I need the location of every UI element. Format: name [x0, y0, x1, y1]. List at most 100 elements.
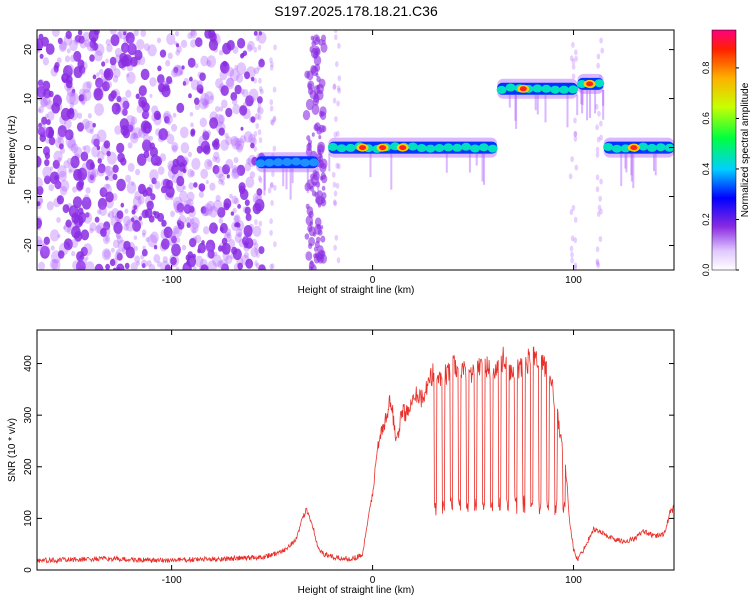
- noise-blob: [71, 225, 81, 239]
- noise-blob: [38, 122, 42, 128]
- noise-blob: [76, 260, 86, 270]
- noise-blob: [170, 256, 177, 266]
- noise-blob: [127, 142, 133, 149]
- spectrogram-y-tick-label: 10: [23, 93, 34, 105]
- noise-blob: [45, 138, 50, 144]
- noise-blob: [85, 256, 89, 261]
- colorbar-ticks: 0.0 0.2 0.4 0.6 0.8: [701, 62, 739, 276]
- noise-blob: [105, 237, 109, 242]
- streak-blob: [269, 229, 273, 236]
- band-peak: [282, 158, 293, 166]
- noise-blob: [231, 137, 241, 150]
- colorbar-tick-label: 0.6: [701, 112, 711, 125]
- snr-panel: -100 0 100 0 100 200 300 400 Height of straigh…: [7, 329, 675, 596]
- streak-blob: [272, 145, 277, 152]
- noise-blob: [173, 66, 179, 74]
- noise-blob: [112, 173, 118, 181]
- streak-blob: [574, 49, 578, 56]
- noise-blob: [163, 226, 173, 239]
- noise-blob: [254, 113, 260, 120]
- band-peak: [308, 158, 319, 167]
- noise-blob: [223, 198, 232, 209]
- noise-blob: [133, 30, 139, 37]
- noise-blob: [231, 165, 239, 174]
- streak-blob: [337, 87, 342, 94]
- noise-blob: [115, 232, 120, 238]
- noise-blob: [136, 153, 147, 166]
- snr-y-tick-label: 300: [23, 406, 34, 423]
- streak-blob: [571, 58, 576, 65]
- noise-blob: [178, 208, 184, 216]
- noise-blob: [202, 131, 210, 141]
- noise-blob: [49, 258, 59, 270]
- streak-blob: [333, 200, 338, 207]
- noise-blob: [116, 249, 121, 255]
- hot-spot: [399, 145, 407, 151]
- spectrogram-x-tick-label: -100: [162, 275, 182, 286]
- streak-blob: [570, 257, 574, 264]
- noise-blob: [183, 77, 190, 86]
- streak-blob: [570, 251, 574, 258]
- noise-blob: [105, 175, 109, 181]
- noise-blob: [149, 169, 159, 182]
- noise-blob: [233, 157, 239, 164]
- noise-blob: [112, 239, 120, 249]
- noise-blob: [132, 196, 142, 208]
- streak-blob: [335, 182, 340, 189]
- noise-blob: [234, 222, 238, 228]
- noise-blob: [82, 145, 86, 151]
- noise-blob: [231, 168, 240, 180]
- noise-blob: [245, 258, 254, 269]
- noise-blob: [51, 259, 61, 270]
- noise-blob: [53, 150, 63, 163]
- noise-blob: [198, 135, 207, 147]
- streak-blob: [573, 117, 577, 124]
- noise-blob: [229, 193, 233, 199]
- band-peak: [461, 142, 472, 151]
- noise-blob: [57, 125, 67, 138]
- streak-blob: [270, 119, 275, 126]
- noise-blob: [236, 164, 246, 176]
- noise-blob: [40, 131, 46, 138]
- noise-blob: [205, 239, 216, 253]
- noise-blob: [175, 208, 180, 214]
- band-peak: [568, 85, 579, 94]
- noise-blob: [253, 30, 258, 36]
- noise-blob: [57, 129, 65, 140]
- noise-blob: [234, 233, 242, 243]
- noise-blob: [306, 135, 311, 141]
- noise-blob: [309, 46, 315, 53]
- noise-blob: [311, 65, 319, 77]
- noise-blob: [239, 105, 248, 116]
- noise-blob: [206, 55, 217, 68]
- streak-blob: [253, 46, 258, 53]
- noise-blob: [68, 169, 72, 174]
- noise-blob: [157, 74, 165, 84]
- noise-blob: [179, 190, 188, 202]
- noise-blob: [226, 77, 234, 88]
- noise-blob: [217, 114, 225, 124]
- noise-blob: [80, 68, 86, 75]
- noise-blob: [37, 122, 46, 133]
- noise-blob: [49, 166, 54, 171]
- noise-blob: [91, 168, 99, 178]
- noise-blob: [85, 187, 91, 194]
- noise-blob: [230, 211, 235, 216]
- noise-blob: [196, 145, 203, 154]
- noise-blob: [135, 93, 140, 100]
- noise-blob: [64, 55, 71, 63]
- noise-blob: [243, 131, 253, 143]
- streak-blob: [334, 234, 339, 241]
- noise-blob: [149, 142, 155, 150]
- noise-blob: [151, 177, 157, 185]
- noise-blob: [143, 43, 150, 51]
- noise-blob: [142, 232, 146, 238]
- noise-blob: [110, 34, 120, 47]
- noise-blob: [120, 157, 127, 166]
- noise-blob: [66, 85, 76, 97]
- noise-blob: [99, 187, 108, 198]
- streak-blob: [273, 44, 277, 51]
- noise-blob: [214, 138, 220, 145]
- noise-blob: [236, 62, 247, 75]
